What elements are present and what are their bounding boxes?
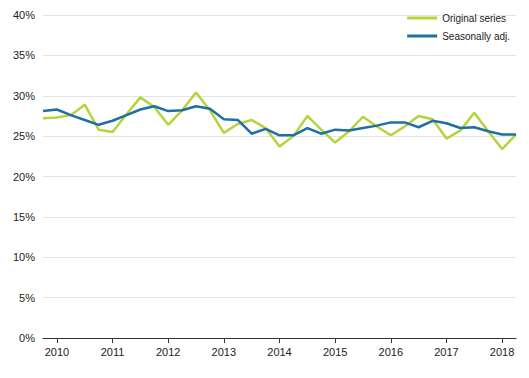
svg-text:0%: 0%	[19, 332, 35, 344]
svg-text:2012: 2012	[156, 346, 180, 358]
svg-text:2014: 2014	[267, 346, 291, 358]
svg-text:2018: 2018	[490, 346, 514, 358]
svg-text:2015: 2015	[323, 346, 347, 358]
svg-text:25%: 25%	[13, 130, 35, 142]
svg-text:35%: 35%	[13, 49, 35, 61]
svg-text:40%: 40%	[13, 9, 35, 21]
svg-text:2013: 2013	[212, 346, 236, 358]
svg-text:10%: 10%	[13, 251, 35, 263]
svg-text:5%: 5%	[19, 292, 35, 304]
svg-text:Seasonally adj.: Seasonally adj.	[442, 31, 510, 42]
svg-text:2016: 2016	[379, 346, 403, 358]
svg-text:2010: 2010	[45, 346, 69, 358]
svg-text:2017: 2017	[434, 346, 458, 358]
svg-text:2011: 2011	[101, 346, 125, 358]
svg-text:15%: 15%	[13, 211, 35, 223]
svg-text:30%: 30%	[13, 90, 35, 102]
svg-text:20%: 20%	[13, 171, 35, 183]
svg-text:Original series: Original series	[442, 13, 506, 24]
